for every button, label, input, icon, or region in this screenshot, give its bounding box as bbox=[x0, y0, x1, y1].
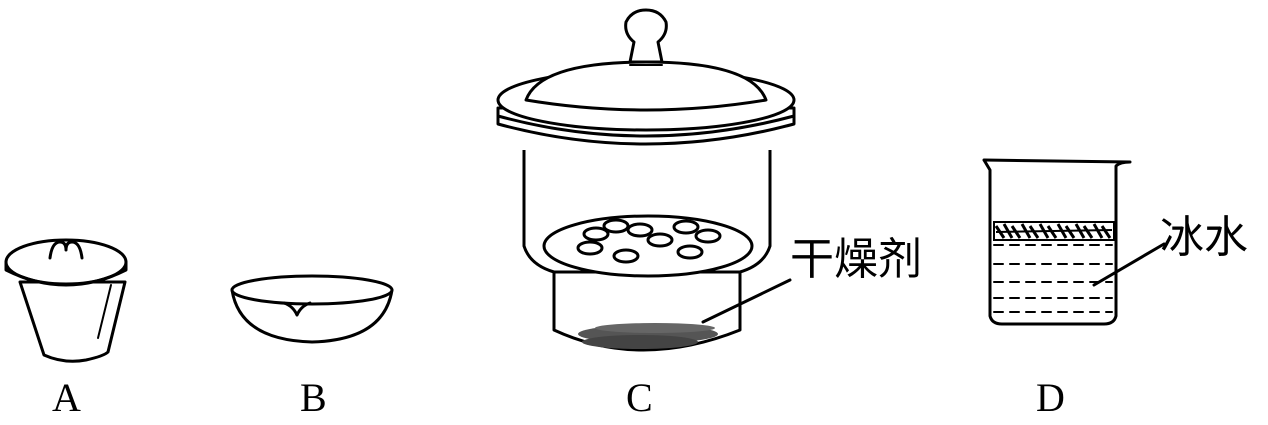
ice-water-leader-line bbox=[1092, 242, 1166, 287]
label-c: C bbox=[626, 375, 653, 420]
desiccant-label: 干燥剂 bbox=[790, 234, 922, 285]
crucible-highlight bbox=[97, 284, 112, 339]
label-b: B bbox=[300, 375, 327, 420]
crucible-lid-handle bbox=[48, 240, 84, 260]
desiccant-grains bbox=[578, 323, 718, 349]
beaker-ice-water bbox=[982, 158, 1132, 326]
crucible-body bbox=[18, 280, 127, 363]
plate-holes bbox=[576, 218, 722, 264]
dish-spout bbox=[282, 301, 312, 317]
lid-dome bbox=[524, 60, 768, 112]
ice-water-label: 冰水 bbox=[1160, 212, 1248, 263]
lid-knob bbox=[624, 8, 668, 64]
desiccator bbox=[496, 8, 796, 352]
ice-layer bbox=[993, 221, 1115, 241]
beaker-body bbox=[982, 159, 1131, 326]
crucible-with-lid bbox=[4, 238, 128, 363]
crucible-lid-rim bbox=[4, 260, 128, 287]
dish-rim bbox=[230, 274, 394, 306]
label-d: D bbox=[1036, 375, 1065, 420]
label-a: A bbox=[52, 375, 81, 420]
water-lines bbox=[993, 244, 1113, 313]
desiccant-leader-line bbox=[701, 278, 792, 324]
evaporating-dish bbox=[230, 274, 394, 344]
beaker-rim bbox=[982, 158, 1132, 164]
